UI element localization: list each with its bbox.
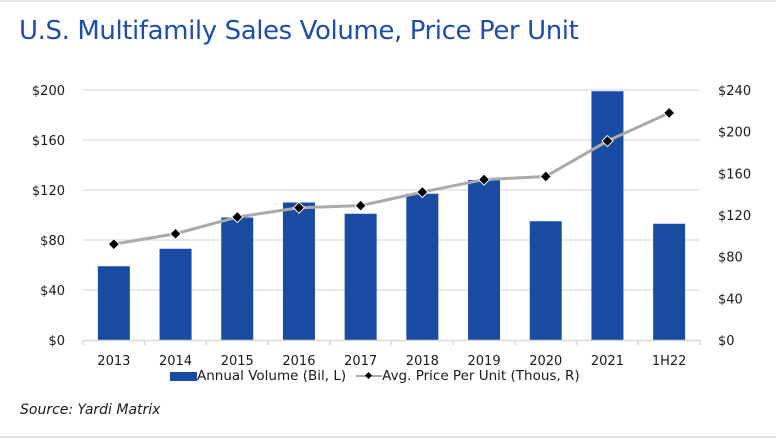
x-tick-label: 2021 (591, 354, 624, 369)
right-axis-ticks: $0 $40 $80 $120 $160 $200 $240 (718, 84, 751, 349)
x-tick-label: 2018 (406, 354, 439, 369)
legend-bar-swatch-icon (170, 371, 197, 381)
x-axis (82, 339, 701, 345)
bar-2020 (529, 221, 562, 340)
x-tick-label: 2019 (468, 354, 501, 369)
bar-2019 (468, 180, 501, 340)
x-tick-label: 2016 (282, 354, 315, 369)
right-tick-label: $160 (718, 167, 751, 182)
right-tick-label: $120 (718, 209, 751, 224)
bar-2021 (591, 91, 624, 340)
bar-2018 (406, 193, 439, 340)
bar-1H22 (653, 223, 686, 340)
price-marker-1H22 (662, 106, 676, 120)
legend-line-marker-icon (356, 370, 383, 382)
x-tick-label: 1H22 (652, 354, 687, 369)
price-marker-2021 (601, 134, 614, 148)
price-marker-2016 (292, 201, 306, 214)
right-tick-label: $80 (718, 251, 743, 266)
left-tick-label: $0 (48, 334, 65, 349)
right-tick-label: $240 (718, 84, 751, 99)
price-marker-2015 (231, 210, 244, 224)
top-rule (0, 0, 776, 2)
x-tick-label: 2017 (344, 354, 377, 369)
right-tick-label: $40 (718, 292, 743, 307)
right-tick-label: $0 (718, 334, 735, 349)
price-line (113, 111, 670, 246)
left-tick-label: $200 (32, 84, 65, 99)
price-line-path (113, 111, 670, 246)
chart-title: U.S. Multifamily Sales Volume, Price Per… (19, 16, 579, 46)
x-tick-label: 2015 (221, 354, 254, 369)
price-marker-2019 (477, 173, 491, 186)
right-tick-label: $200 (718, 126, 751, 141)
bar-2013 (97, 266, 130, 340)
left-tick-label: $160 (32, 134, 65, 149)
bars (97, 91, 686, 340)
left-tick-label: $40 (40, 284, 65, 299)
price-marker-2014 (169, 227, 182, 240)
x-tick-label: 2014 (159, 354, 192, 369)
price-markers (107, 106, 676, 251)
legend-bar-label: Annual Volume (Bil, L) (197, 368, 347, 384)
source-note: Source: Yardi Matrix (20, 402, 161, 418)
bar-2014 (159, 248, 192, 340)
price-marker-2017 (354, 199, 367, 212)
legend-line-label: Avg. Price Per Unit (Thous, R) (382, 368, 580, 384)
legend: Annual Volume (Bil, L) Avg. Price Per Un… (170, 368, 580, 384)
bar-2017 (344, 213, 377, 340)
price-marker-2020 (539, 170, 552, 183)
bottom-rule (0, 436, 776, 438)
x-axis-ticks: 2013 2014 2015 2016 2017 2018 2019 2020 2021 1H22 (97, 354, 686, 369)
x-tick-label: 2013 (97, 354, 130, 369)
left-axis-ticks: $0 $40 $80 $120 $160 $200 (32, 84, 65, 349)
bar-2016 (282, 202, 315, 340)
price-marker-2013 (107, 237, 121, 251)
x-tick-label: 2020 (529, 354, 562, 369)
left-tick-label: $120 (32, 184, 65, 199)
left-tick-label: $80 (40, 234, 65, 249)
bar-2015 (221, 217, 254, 340)
price-marker-2018 (416, 185, 429, 199)
